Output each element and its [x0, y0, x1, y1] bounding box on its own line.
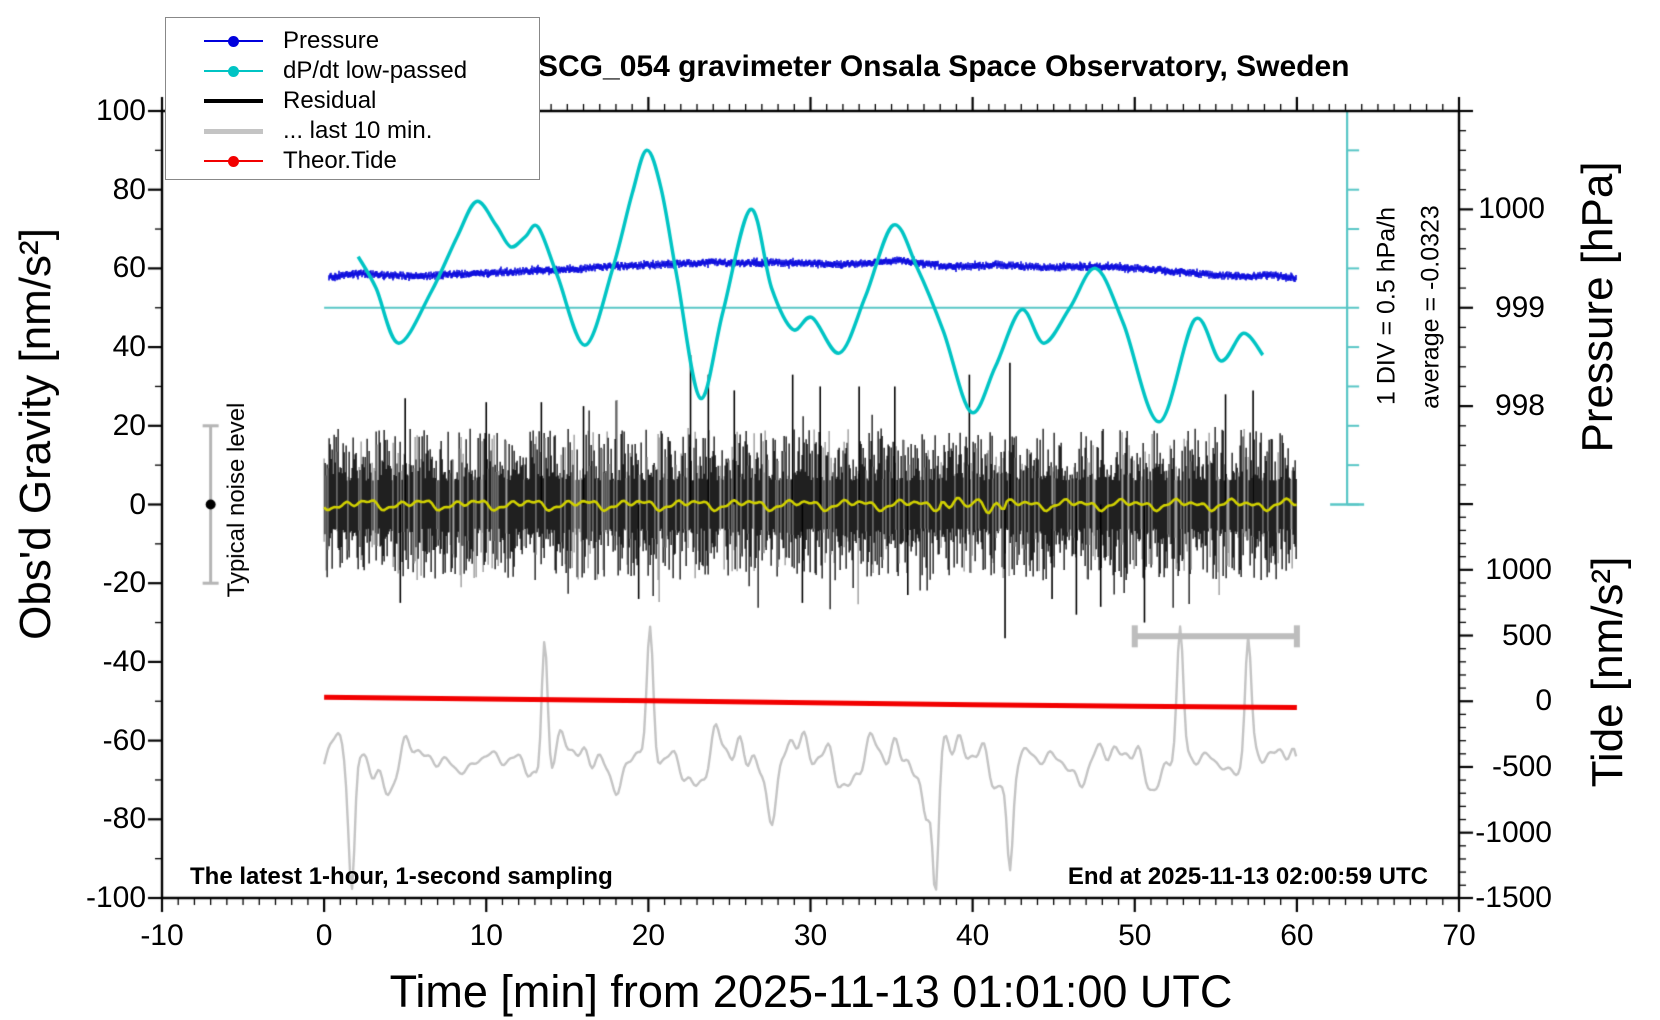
y-tick-label-pressure: 1000 [1478, 192, 1545, 226]
x-tick-label: 50 [1118, 919, 1152, 952]
y-tick-label-gravity: -20 [102, 566, 146, 600]
x-tick-label: -10 [140, 919, 184, 952]
y-tick-label-tide: -1000 [1475, 815, 1552, 849]
y-axis-title-pressure: Pressure [hPa] [1573, 161, 1622, 453]
y-tick-label-tide: -500 [1491, 749, 1552, 783]
y-tick-label-gravity: 100 [95, 94, 146, 127]
x-tick-label: 10 [469, 919, 503, 952]
y-tick-label-gravity: 60 [112, 251, 146, 285]
legend-marker-dot [228, 65, 239, 77]
y-tick-label-pressure: 999 [1494, 290, 1545, 324]
legend-line-swatch [204, 128, 263, 134]
end-time-note: End at 2025-11-13 02:00:59 UTC [1067, 863, 1428, 890]
legend-label: dP/dt low-passed [283, 57, 468, 84]
y-tick-label-gravity: -80 [102, 802, 146, 836]
x-tick-label: 40 [955, 919, 990, 952]
y-tick-label-gravity: -100 [85, 881, 146, 914]
x-tick-label: 20 [631, 919, 666, 952]
legend-line-swatch [204, 98, 263, 104]
x-tick-label: 30 [793, 919, 828, 952]
x-tick-label: 0 [315, 919, 333, 952]
noise-level-label: Typical noise level [223, 402, 250, 598]
chart-title: SCG_054 gravimeter Onsala Space Observat… [538, 50, 1350, 83]
legend-label: Pressure [283, 27, 380, 54]
legend: Pressure dP/dt low-passed Residual ... last… [165, 17, 540, 180]
x-axis-title: Time [min] from 2025-11-13 01:01:00 UTC [389, 966, 1233, 1017]
y-tick-label-gravity: 0 [129, 487, 146, 521]
y-tick-label-tide: 1000 [1485, 552, 1552, 586]
y-tick-label-gravity: -40 [102, 644, 146, 678]
legend-marker-dot [228, 155, 239, 167]
legend-marker-dot [228, 35, 239, 47]
sampling-note: The latest 1-hour, 1-second sampling [190, 863, 613, 890]
y-axis-title-tide: Tide [nm/s²] [1583, 556, 1632, 788]
y-tick-label-tide: 500 [1501, 618, 1552, 652]
dpdt-scale-note: 1 DIV = 0.5 hPa/h [1372, 206, 1401, 406]
legend-label: ... last 10 min. [283, 117, 433, 144]
y-tick-label-gravity: 40 [112, 330, 146, 364]
x-tick-label: 60 [1280, 919, 1314, 952]
y-tick-label-tide: 0 [1535, 684, 1552, 718]
y-tick-label-gravity: 20 [112, 408, 146, 442]
legend-label: Theor.Tide [283, 147, 397, 174]
y-tick-label-tide: -1500 [1475, 881, 1552, 915]
y-tick-label-gravity: 80 [112, 172, 146, 206]
x-tick-label: 70 [1442, 919, 1476, 952]
y-tick-label-gravity: -60 [102, 723, 146, 757]
y-tick-label-pressure: 998 [1494, 389, 1545, 423]
legend-label: Residual [283, 87, 377, 114]
